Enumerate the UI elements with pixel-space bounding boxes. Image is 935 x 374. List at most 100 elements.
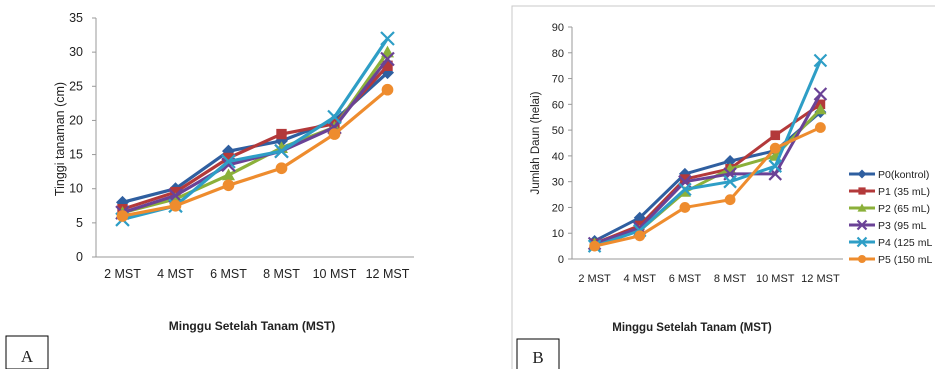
data-point — [221, 154, 236, 169]
x-tick-label: 6 MST — [669, 273, 702, 285]
x-tick-label: 8 MST — [714, 273, 747, 285]
legend-item-p3-95-ml: P3 (95 mL — [849, 219, 927, 232]
legend-marker — [857, 169, 867, 179]
y-tick-label: 10 — [552, 228, 564, 240]
legend-marker — [857, 203, 867, 212]
chart-panel-a: Tinggi tanaman (cm) Minggu Setelah Tanam… — [5, 11, 414, 370]
x-tick-label: 10 MST — [313, 267, 357, 281]
y-axis-label: Jumlah Daun (helai) — [530, 91, 542, 194]
data-point — [380, 31, 395, 46]
y-tick-label: 0 — [76, 250, 83, 264]
y-tick-label: 35 — [69, 11, 83, 25]
data-point — [815, 122, 826, 133]
x-tick-label: 12 MST — [801, 273, 840, 285]
data-point — [276, 128, 287, 140]
data-point — [168, 188, 183, 203]
data-point — [170, 186, 181, 198]
data-point — [382, 60, 393, 71]
data-point — [814, 103, 827, 115]
panel-letter-box — [5, 335, 49, 370]
legend-label: P5 (150 mL — [878, 254, 932, 266]
data-point — [222, 168, 235, 181]
legend-label: P0(kontrol) — [878, 169, 929, 181]
x-tick-label: 12 MST — [366, 267, 410, 281]
chart-panel-b: Jumlah Daun (helai) Minggu Setelah Tanam… — [511, 5, 935, 372]
series-line — [594, 126, 822, 248]
data-point — [769, 142, 781, 154]
x-axis-label: Minggu Setelah Tanam (MST) — [612, 322, 772, 334]
x-tick-label: 6 MST — [210, 267, 247, 281]
data-point — [680, 174, 690, 184]
y-tick-label: 25 — [69, 79, 83, 93]
legend-item-p1-35-ml: P1 (35 mL) — [849, 186, 930, 198]
panel-letter-box — [516, 338, 560, 372]
data-point — [679, 202, 691, 213]
data-point — [274, 143, 289, 159]
y-tick-label: 15 — [69, 148, 83, 162]
series-p0-kontrol — [116, 66, 394, 209]
y-tick-label: 60 — [552, 99, 564, 111]
legend-label: P3 (95 mL — [878, 220, 927, 232]
x-tick-label: 4 MST — [157, 267, 194, 281]
y-tick-label: 50 — [552, 125, 564, 137]
data-point — [380, 51, 395, 67]
data-point — [328, 128, 341, 140]
panel-letter-b: B — [532, 348, 543, 367]
legend: P0(kontrol) P1 (35 mL) P2 (65 mL) P3 (95 mL… — [849, 169, 932, 266]
data-point — [723, 174, 737, 189]
y-axis-label: Tinggi tanaman (cm) — [53, 82, 67, 196]
data-point — [381, 83, 394, 96]
data-point — [678, 182, 692, 197]
series-line — [594, 103, 822, 245]
data-point — [813, 87, 828, 101]
data-point — [223, 152, 234, 164]
y-tick-label: 30 — [69, 45, 83, 59]
x-tick-label: 10 MST — [756, 273, 795, 285]
series-line — [122, 51, 389, 215]
legend-item-p2-65-ml: P2 (65 mL) — [849, 203, 930, 215]
legend-marker — [856, 236, 868, 248]
y-tick-label: 80 — [552, 48, 564, 60]
data-point — [116, 210, 129, 222]
x-tick-label: 4 MST — [624, 273, 657, 285]
series-p1-35-ml — [117, 60, 393, 215]
y-tick-label: 40 — [552, 151, 564, 163]
y-tick-label: 70 — [552, 74, 564, 86]
y-tick-label: 30 — [552, 177, 564, 189]
chart-frame — [511, 5, 935, 372]
y-tick-label: 0 — [558, 254, 564, 266]
y-tick-label: 20 — [69, 113, 83, 127]
legend-label: P4 (125 mL — [878, 237, 932, 249]
x-tick-label: 2 MST — [578, 273, 611, 285]
legend-marker — [858, 187, 866, 195]
series-line — [122, 71, 389, 204]
series-line — [594, 93, 822, 245]
data-point — [275, 162, 288, 175]
data-point — [768, 159, 783, 173]
data-point — [589, 240, 600, 252]
data-point — [327, 109, 342, 125]
series-line — [594, 59, 822, 248]
data-point — [724, 194, 736, 206]
x-tick-label: 2 MST — [104, 267, 141, 281]
panel-letter-a: A — [21, 347, 34, 366]
y-tick-label: 90 — [552, 22, 564, 34]
series-line — [122, 64, 389, 211]
data-point — [169, 199, 182, 212]
y-tick-label: 5 — [76, 216, 83, 230]
data-point — [634, 230, 646, 242]
data-point — [770, 130, 781, 141]
legend-marker — [857, 254, 867, 264]
legend-label: P1 (35 mL) — [878, 186, 930, 198]
legend-item-p5-150-ml: P5 (150 mL — [849, 254, 932, 266]
legend-marker — [856, 219, 868, 231]
legend-item-p4-125-ml: P4 (125 mL — [849, 236, 932, 249]
series-p5-150-ml — [589, 122, 826, 252]
x-tick-label: 8 MST — [263, 267, 300, 281]
y-tick-label: 10 — [69, 182, 83, 196]
legend-item-p0-kontrol: P0(kontrol) — [849, 169, 929, 181]
data-point — [813, 53, 828, 68]
y-tick-label: 20 — [552, 202, 564, 214]
data-point — [222, 179, 235, 192]
